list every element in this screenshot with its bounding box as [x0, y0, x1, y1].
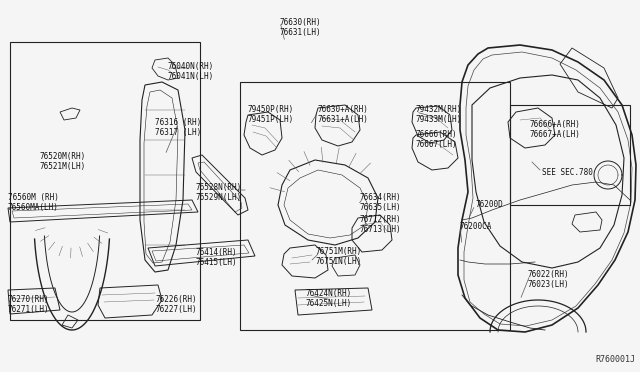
Text: 76630+A(RH)
76631+A(LH): 76630+A(RH) 76631+A(LH): [318, 105, 369, 124]
Text: 76226(RH)
76227(LH): 76226(RH) 76227(LH): [156, 295, 198, 314]
Text: 79450P(RH)
79451P(LH): 79450P(RH) 79451P(LH): [248, 105, 294, 124]
Bar: [10, 42, 200, 320]
Text: 76200CA: 76200CA: [460, 222, 492, 231]
Text: 76634(RH)
76635(LH): 76634(RH) 76635(LH): [360, 193, 402, 212]
Text: 76666+A(RH)
76667+A(LH): 76666+A(RH) 76667+A(LH): [530, 120, 581, 140]
Text: 76666(RH)
76667(LH): 76666(RH) 76667(LH): [416, 130, 458, 150]
Text: 76022(RH)
76023(LH): 76022(RH) 76023(LH): [527, 270, 568, 289]
Text: 76424N(RH)
76425N(LH): 76424N(RH) 76425N(LH): [306, 289, 352, 308]
Text: 76414(RH)
76415(LH): 76414(RH) 76415(LH): [195, 248, 237, 267]
Text: 76316 (RH)
76317 (LH): 76316 (RH) 76317 (LH): [155, 118, 201, 137]
Text: 76270(RH)
76271(LH): 76270(RH) 76271(LH): [8, 295, 50, 314]
Bar: [240, 82, 510, 330]
Text: 76200D: 76200D: [475, 200, 503, 209]
Text: SEE SEC.780: SEE SEC.780: [542, 168, 593, 177]
Text: 76751M(RH)
76751N(LH): 76751M(RH) 76751N(LH): [316, 247, 362, 266]
Text: 76712(RH)
76713(LH): 76712(RH) 76713(LH): [360, 215, 402, 234]
Text: 76560M (RH)
76560MA(LH): 76560M (RH) 76560MA(LH): [8, 193, 59, 212]
Text: R760001J: R760001J: [595, 355, 635, 364]
Text: 76528N(RH)
76529N(LH): 76528N(RH) 76529N(LH): [195, 183, 241, 202]
Bar: [510, 105, 630, 205]
Text: 76040N(RH)
76041N(LH): 76040N(RH) 76041N(LH): [167, 62, 213, 81]
Text: 76520M(RH)
76521M(LH): 76520M(RH) 76521M(LH): [40, 152, 86, 171]
Text: 79432M(RH)
79433M(LH): 79432M(RH) 79433M(LH): [416, 105, 462, 124]
Text: 76630(RH)
76631(LH): 76630(RH) 76631(LH): [280, 18, 322, 38]
